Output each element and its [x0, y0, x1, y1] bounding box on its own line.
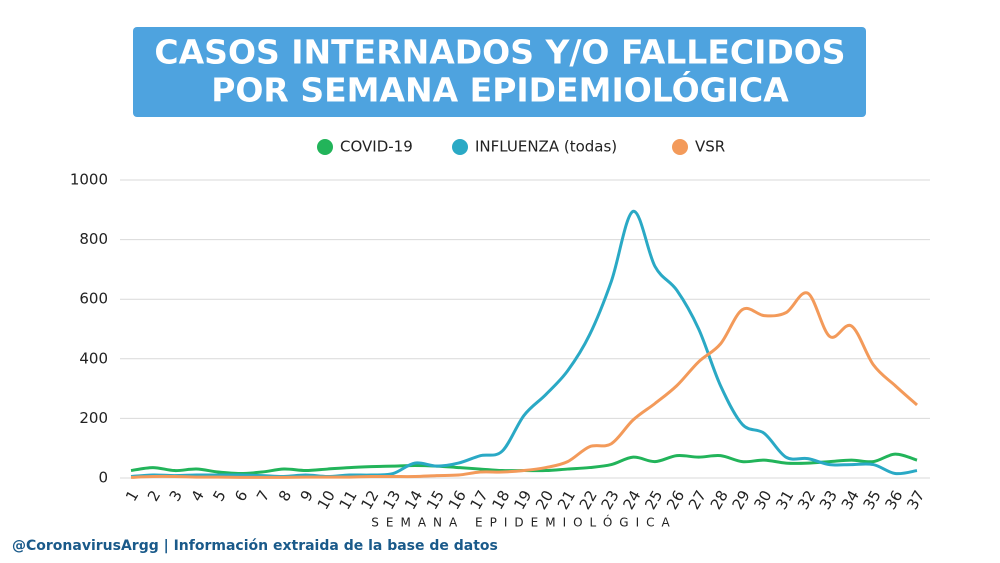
x-tick-label: 11 [336, 487, 361, 513]
x-tick-label: 6 [231, 487, 251, 504]
x-tick-label: 32 [794, 487, 819, 513]
x-tick-label: 2 [144, 487, 164, 504]
x-tick-label: 7 [253, 487, 273, 504]
y-tick-label: 600 [79, 290, 108, 308]
title-box [133, 27, 866, 117]
x-tick-label: 24 [619, 487, 644, 513]
x-tick-label: 21 [554, 487, 579, 513]
source: @CoronavirusArgg | Información extraida … [12, 538, 498, 554]
legend-swatch [452, 139, 468, 155]
legend-swatch [672, 139, 688, 155]
chart-title: CASOS INTERNADOS Y/O FALLECIDOS [154, 33, 845, 72]
x-tick-label: 5 [209, 487, 229, 504]
x-tick-label: 17 [467, 487, 492, 513]
x-tick-label: 29 [729, 487, 754, 513]
x-tick-label: 22 [576, 487, 601, 513]
series-line [130, 209, 918, 479]
x-tick-label: 36 [881, 487, 906, 513]
y-tick-label: 0 [98, 469, 108, 487]
x-tick-label: 3 [166, 487, 186, 504]
x-tick-label: 4 [187, 487, 207, 504]
x-tick-label: 33 [816, 487, 841, 513]
legend-label: COVID-19 [340, 138, 413, 156]
x-tick-label: 27 [685, 487, 710, 513]
x-tick-label: 15 [423, 487, 448, 513]
x-tick-label: 10 [314, 487, 339, 513]
x-tick-label: 26 [663, 487, 688, 513]
x-tick-label: 12 [357, 487, 382, 513]
x-axis-label: SEMANA EPIDEMIOLÓGICA [371, 515, 676, 530]
x-tick-label: 19 [510, 487, 535, 513]
legend-swatch [317, 139, 333, 155]
x-tick-label: 28 [707, 487, 732, 513]
legend-label: VSR [695, 138, 725, 156]
series-line [130, 291, 918, 479]
legend-label: INFLUENZA (todas) [475, 138, 617, 156]
x-tick-label: 23 [598, 487, 623, 513]
x-tick-label: 16 [445, 487, 470, 513]
x-tick-label: 30 [750, 487, 775, 513]
x-tick-label: 1 [122, 487, 142, 504]
y-tick-label: 1000 [70, 171, 108, 189]
x-tick-label: 20 [532, 487, 557, 513]
x-tick-label: 18 [488, 487, 513, 513]
chart-title: POR SEMANA EPIDEMIOLÓGICA [211, 70, 789, 110]
x-tick-label: 35 [860, 487, 885, 513]
x-tick-label: 8 [275, 487, 295, 504]
x-tick-label: 31 [772, 487, 797, 513]
x-tick-label: 14 [401, 487, 426, 513]
x-tick-label: 37 [903, 487, 928, 513]
x-tick-label: 34 [838, 487, 863, 513]
y-tick-label: 400 [79, 349, 108, 367]
y-tick-label: 800 [79, 230, 108, 248]
x-tick-label: 13 [379, 487, 404, 513]
y-tick-label: 200 [79, 409, 108, 427]
x-tick-label: 25 [641, 487, 666, 513]
